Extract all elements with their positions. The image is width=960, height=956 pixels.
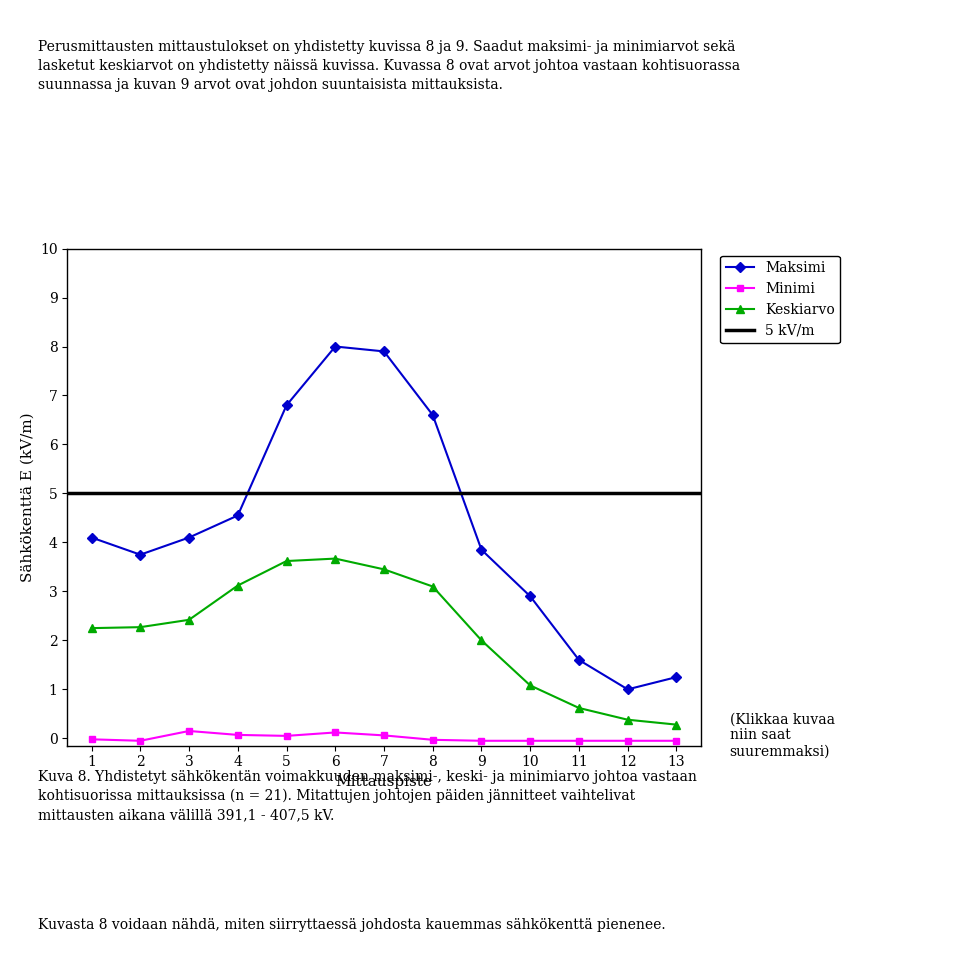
Keskiarvo (524, 680, 536, 691)
Keskiarvo (622, 714, 634, 726)
Minimi (427, 734, 439, 746)
Maksimi (427, 409, 439, 421)
Maksimi (329, 340, 341, 352)
Minimi (134, 735, 146, 747)
Maksimi (573, 654, 585, 665)
Minimi (476, 735, 488, 747)
Text: (Klikkaa kuvaa
niin saat
suuremmaksi): (Klikkaa kuvaa niin saat suuremmaksi) (730, 712, 834, 759)
Minimi (622, 735, 634, 747)
Maksimi (85, 532, 97, 543)
Line: Minimi: Minimi (88, 728, 680, 745)
Keskiarvo (378, 564, 390, 576)
Text: Kuvasta 8 voidaan nähdä, miten siirryttaessä johdosta kauemmas sähkökenttä piene: Kuvasta 8 voidaan nähdä, miten siirrytta… (38, 918, 666, 932)
Maksimi (671, 671, 683, 683)
Text: lasketut keskiarvot on yhdistetty näissä kuvissa. Kuvassa 8 ovat arvot johtoa va: lasketut keskiarvot on yhdistetty näissä… (38, 59, 740, 74)
Text: suunnassa ja kuvan 9 arvot ovat johdon suuntaisista mittauksista.: suunnassa ja kuvan 9 arvot ovat johdon s… (38, 78, 503, 93)
Line: Keskiarvo: Keskiarvo (87, 554, 681, 728)
Keskiarvo (280, 555, 292, 567)
Keskiarvo (671, 719, 683, 730)
Minimi (524, 735, 536, 747)
5 kV/m (37, 488, 49, 499)
Maksimi (232, 510, 244, 521)
Maksimi (378, 346, 390, 358)
Keskiarvo (85, 622, 97, 634)
Maksimi (622, 684, 634, 695)
Legend: Maksimi, Minimi, Keskiarvo, 5 kV/m: Maksimi, Minimi, Keskiarvo, 5 kV/m (720, 255, 840, 343)
Minimi (183, 726, 195, 737)
Text: Kuva 8. Yhdistetyt sähkökentän voimakkuuden maksimi-, keski- ja minimiarvo johto: Kuva 8. Yhdistetyt sähkökentän voimakkuu… (38, 770, 697, 784)
Keskiarvo (573, 703, 585, 714)
Keskiarvo (183, 614, 195, 625)
Minimi (329, 727, 341, 738)
Keskiarvo (134, 621, 146, 633)
Text: Perusmittausten mittaustulokset on yhdistetty kuvissa 8 ja 9. Saadut maksimi- ja: Perusmittausten mittaustulokset on yhdis… (38, 40, 735, 54)
Maksimi (476, 544, 488, 555)
Text: kohtisuorissa mittauksissa (n = 21). Mitattujen johtojen päiden jännitteet vaiht: kohtisuorissa mittauksissa (n = 21). Mit… (38, 789, 636, 803)
5 kV/m (85, 488, 97, 499)
Keskiarvo (329, 553, 341, 564)
Minimi (573, 735, 585, 747)
Text: mittausten aikana välillä 391,1 - 407,5 kV.: mittausten aikana välillä 391,1 - 407,5 … (38, 808, 335, 822)
Minimi (280, 730, 292, 742)
Line: Maksimi: Maksimi (88, 343, 680, 693)
Minimi (671, 735, 683, 747)
Keskiarvo (232, 579, 244, 591)
Maksimi (280, 400, 292, 411)
Keskiarvo (427, 580, 439, 592)
Maksimi (524, 591, 536, 602)
Maksimi (183, 532, 195, 543)
Minimi (232, 729, 244, 741)
Minimi (85, 733, 97, 745)
X-axis label: Mittauspiste: Mittauspiste (336, 775, 432, 789)
Y-axis label: Sähkökenttä E (kV/m): Sähkökenttä E (kV/m) (20, 412, 35, 582)
Keskiarvo (476, 635, 488, 646)
Maksimi (134, 549, 146, 560)
Minimi (378, 729, 390, 741)
